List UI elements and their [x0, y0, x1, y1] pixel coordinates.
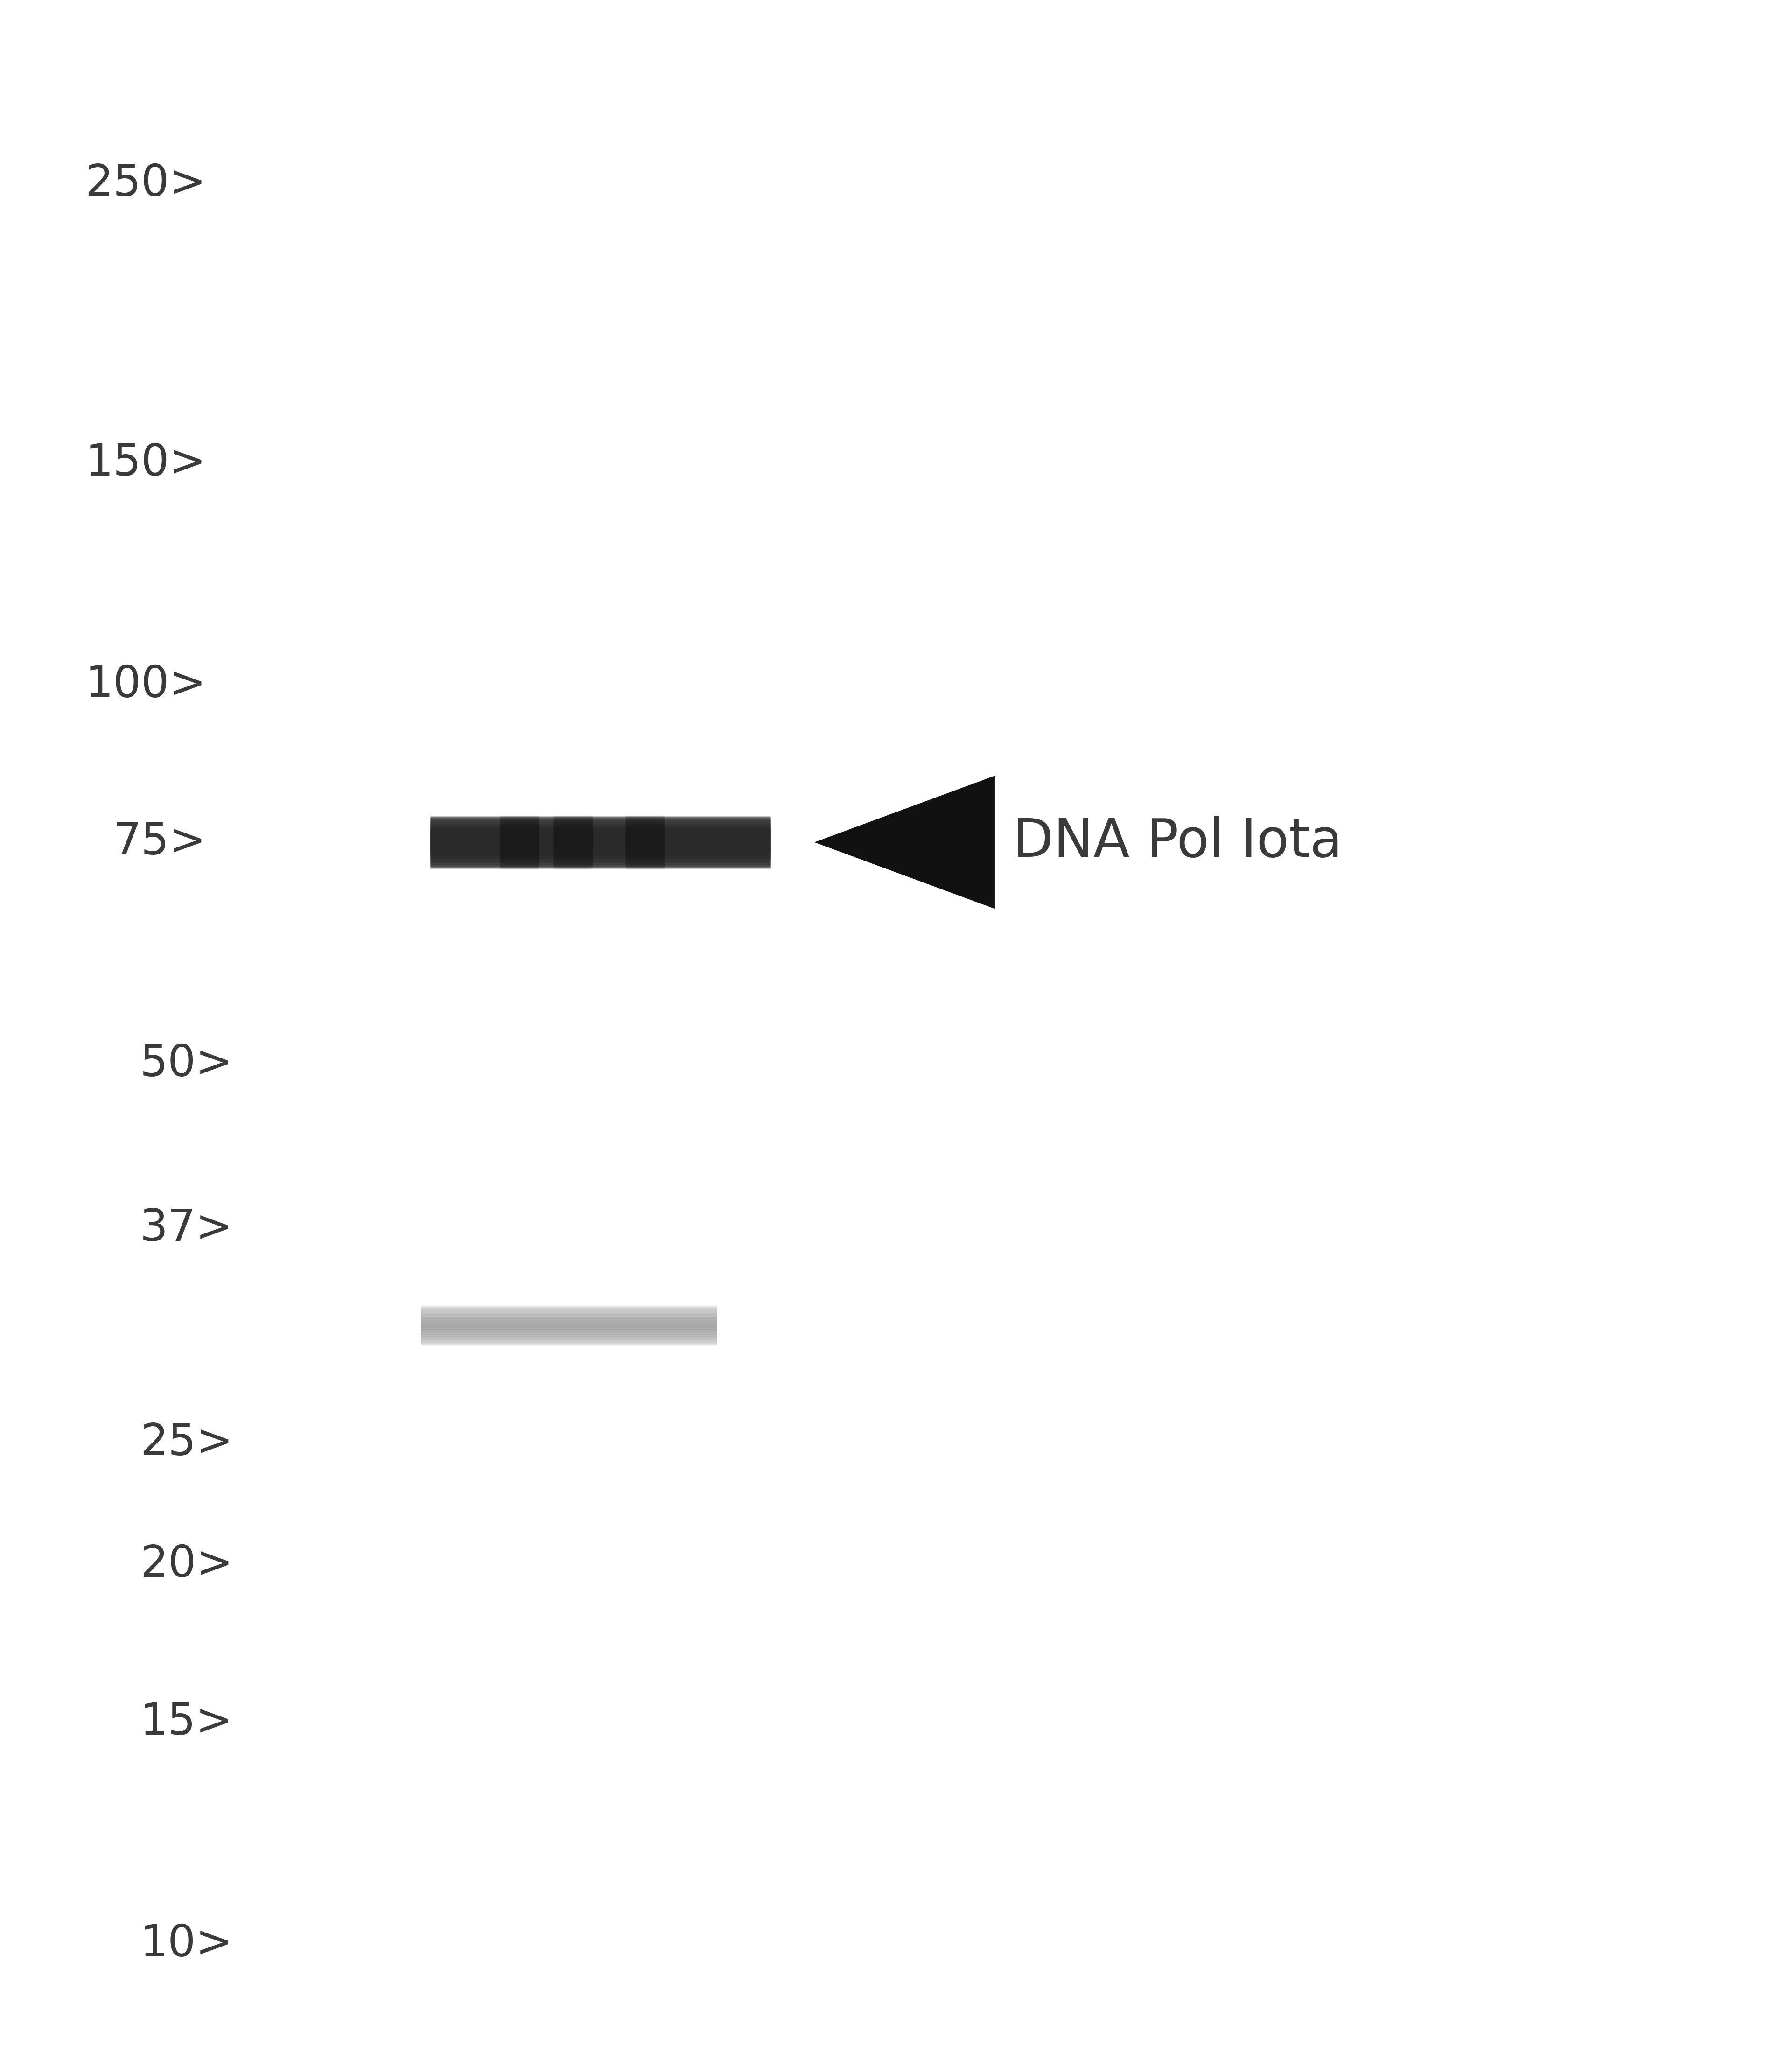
Text: 100>: 100>: [84, 663, 206, 707]
Text: 37>: 37>: [140, 1207, 233, 1250]
Text: 10>: 10>: [140, 1923, 233, 1965]
Text: 75>: 75>: [113, 820, 206, 864]
Text: 50>: 50>: [140, 1043, 233, 1085]
Text: 150>: 150>: [84, 442, 206, 486]
Text: 20>: 20>: [140, 1543, 233, 1587]
Polygon shape: [815, 777, 995, 909]
Text: DNA Pol Iota: DNA Pol Iota: [1012, 816, 1342, 868]
Text: 25>: 25>: [140, 1421, 233, 1465]
Text: 15>: 15>: [140, 1700, 233, 1744]
Text: 250>: 250>: [84, 163, 206, 205]
